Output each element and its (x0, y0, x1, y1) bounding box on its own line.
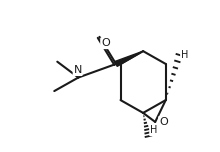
Text: N: N (73, 65, 82, 75)
Text: H: H (181, 50, 188, 60)
Text: O: O (159, 117, 168, 127)
Text: O: O (101, 38, 110, 48)
Polygon shape (115, 51, 143, 66)
Text: H: H (150, 126, 157, 135)
